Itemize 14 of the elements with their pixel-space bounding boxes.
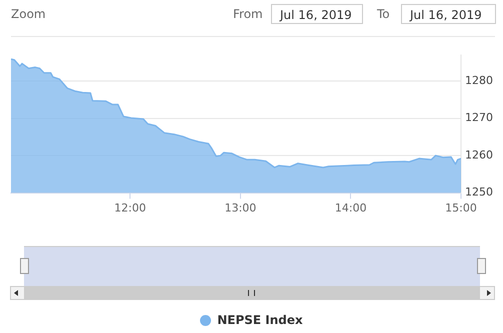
y-tick-label: 1280 (465, 74, 494, 87)
date-field: Jul 16, 2019 (271, 4, 363, 24)
x-tick-label: 12:00 (114, 201, 146, 214)
text: Zoom (11, 7, 46, 21)
y-tick-label: 1250 (465, 186, 494, 199)
x-tick-label: 14:00 (334, 201, 367, 214)
y-tick-label: 1270 (465, 111, 494, 124)
x-tick-label: 15:00 (445, 201, 477, 214)
x-tick-label: 13:00 (224, 201, 256, 214)
y-tick-label: 1260 (465, 148, 494, 162)
legend-label: NEPSE Index (217, 313, 303, 327)
text: To (377, 7, 390, 21)
date-field: Jul 16, 2019 (401, 4, 496, 24)
text: From (233, 7, 263, 21)
